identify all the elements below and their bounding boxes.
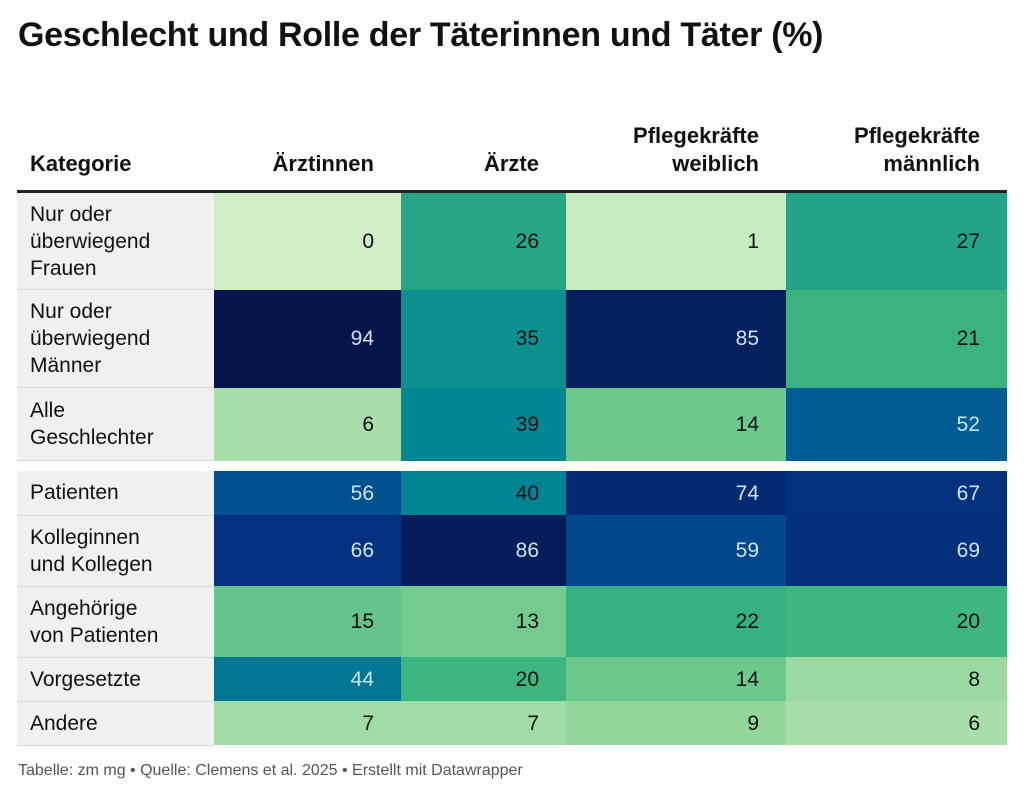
table-row: Andere 7 7 9 6: [17, 701, 1007, 746]
row-label: Nur oder überwiegend Frauen: [17, 191, 214, 290]
heatmap-cell: 14: [566, 387, 786, 461]
table-row: Angehörige von Patienten 15 13 22 20: [17, 586, 1007, 658]
heatmap-cell: 21: [786, 289, 1007, 388]
heatmap-cell: 7: [401, 701, 566, 745]
heatmap-table: Kategorie Ärztinnen Ärzte Pflegekräfte weib…: [17, 94, 1007, 746]
heatmap-cell: 15: [214, 586, 401, 657]
header-column-2[interactable]: Pflegekräfte weiblich: [566, 94, 786, 193]
group-separator-cell: [17, 460, 1007, 471]
table-header-row: Kategorie Ärztinnen Ärzte Pflegekräfte weib…: [17, 94, 1007, 193]
heatmap-cell: 8: [786, 657, 1007, 701]
header-column-3-line-0: Pflegekräfte: [854, 123, 980, 148]
row-label-line: Frauen: [30, 256, 97, 280]
heatmap-cell: 0: [214, 191, 401, 290]
table-row: Kolleginnen und Kollegen 66 86 59 69: [17, 515, 1007, 587]
header-column-2-line-0: Pflegekräfte: [633, 123, 759, 148]
heatmap-cell: 69: [786, 515, 1007, 586]
row-label: Kolleginnen und Kollegen: [17, 515, 214, 587]
heatmap-cell: 1: [566, 191, 786, 290]
heatmap-cell: 20: [786, 586, 1007, 657]
header-column-1-line-0: Ärzte: [483, 151, 539, 176]
header-column-0[interactable]: Ärztinnen: [214, 94, 401, 193]
heatmap-cell: 40: [401, 471, 566, 515]
table-row: Vorgesetzte 44 20 14 8: [17, 657, 1007, 702]
heatmap-cell: 67: [786, 471, 1007, 515]
header-column-3-line-1: männlich: [883, 151, 980, 176]
row-label-line: Männer: [30, 354, 102, 377]
row-label-line: Geschlechter: [30, 426, 154, 449]
heatmap-cell: 6: [786, 701, 1007, 745]
row-label-line: Kolleginnen: [30, 525, 140, 549]
row-label: Andere: [17, 701, 214, 746]
heatmap-cell: 56: [214, 471, 401, 515]
row-label-line: Vorgesetzte: [30, 667, 141, 691]
table-row: Alle Geschlechter 6 39 14 52: [17, 387, 1007, 461]
table-row: Nur oder überwiegend Frauen 0 26 1 27: [17, 191, 1007, 290]
heatmap-cell: 85: [566, 289, 786, 388]
heatmap-cell: 86: [401, 515, 566, 586]
row-label-line: von Patienten: [30, 623, 159, 647]
heatmap-cell: 27: [786, 191, 1007, 290]
group-separator: [17, 460, 1007, 471]
heatmap-cell: 14: [566, 657, 786, 701]
header-column-0-line-0: Ärztinnen: [272, 151, 374, 176]
row-label-line: Patienten: [30, 481, 119, 505]
heatmap-cell: 44: [214, 657, 401, 701]
row-label-line: und Kollegen: [30, 552, 153, 576]
heatmap-cell: 52: [786, 387, 1007, 461]
row-label: Angehörige von Patienten: [17, 586, 214, 658]
heatmap-cell: 59: [566, 515, 786, 586]
heatmap-cell: 20: [401, 657, 566, 701]
header-category[interactable]: Kategorie: [17, 94, 214, 193]
table-row: Patienten 56 40 74 67: [17, 471, 1007, 516]
row-label: Vorgesetzte: [17, 657, 214, 702]
row-label-line: Angehörige: [30, 596, 138, 620]
heatmap-cell: 9: [566, 701, 786, 745]
heatmap-cell: 66: [214, 515, 401, 586]
heatmap-cell: 13: [401, 586, 566, 657]
table-row: Nur oder überwiegend Männer 94 35 85 21: [17, 289, 1007, 388]
header-column-1[interactable]: Ärzte: [401, 94, 566, 193]
header-column-3[interactable]: Pflegekräfte männlich: [786, 94, 1007, 193]
row-label: Nur oder überwiegend Männer: [17, 289, 214, 388]
table-body: Nur oder überwiegend Frauen 0 26 1 27 Nur oder ü…: [17, 191, 1007, 746]
row-label-line: Alle: [30, 399, 66, 422]
row-label-line: Nur oder: [30, 202, 112, 226]
row-label-line: überwiegend: [30, 327, 151, 350]
heatmap-cell: 22: [566, 586, 786, 657]
heatmap-cell: 94: [214, 289, 401, 388]
row-label-line: überwiegend: [30, 229, 151, 253]
heatmap-cell: 39: [401, 387, 566, 461]
chart-title: Geschlecht und Rolle der Täterinnen und …: [18, 16, 824, 54]
header-column-2-line-1: weiblich: [672, 151, 759, 176]
row-label-line: Nur oder: [30, 300, 112, 323]
heatmap-cell: 26: [401, 191, 566, 290]
row-label: Patienten: [17, 471, 214, 516]
heatmap-cell: 7: [214, 701, 401, 745]
row-label-line: Andere: [30, 711, 98, 735]
source-footer: Tabelle: zm mg • Quelle: Clemens et al. …: [18, 762, 523, 779]
heatmap-cell: 74: [566, 471, 786, 515]
heatmap-cell: 35: [401, 289, 566, 388]
heatmap-cell: 6: [214, 387, 401, 461]
row-label: Alle Geschlechter: [17, 387, 214, 461]
